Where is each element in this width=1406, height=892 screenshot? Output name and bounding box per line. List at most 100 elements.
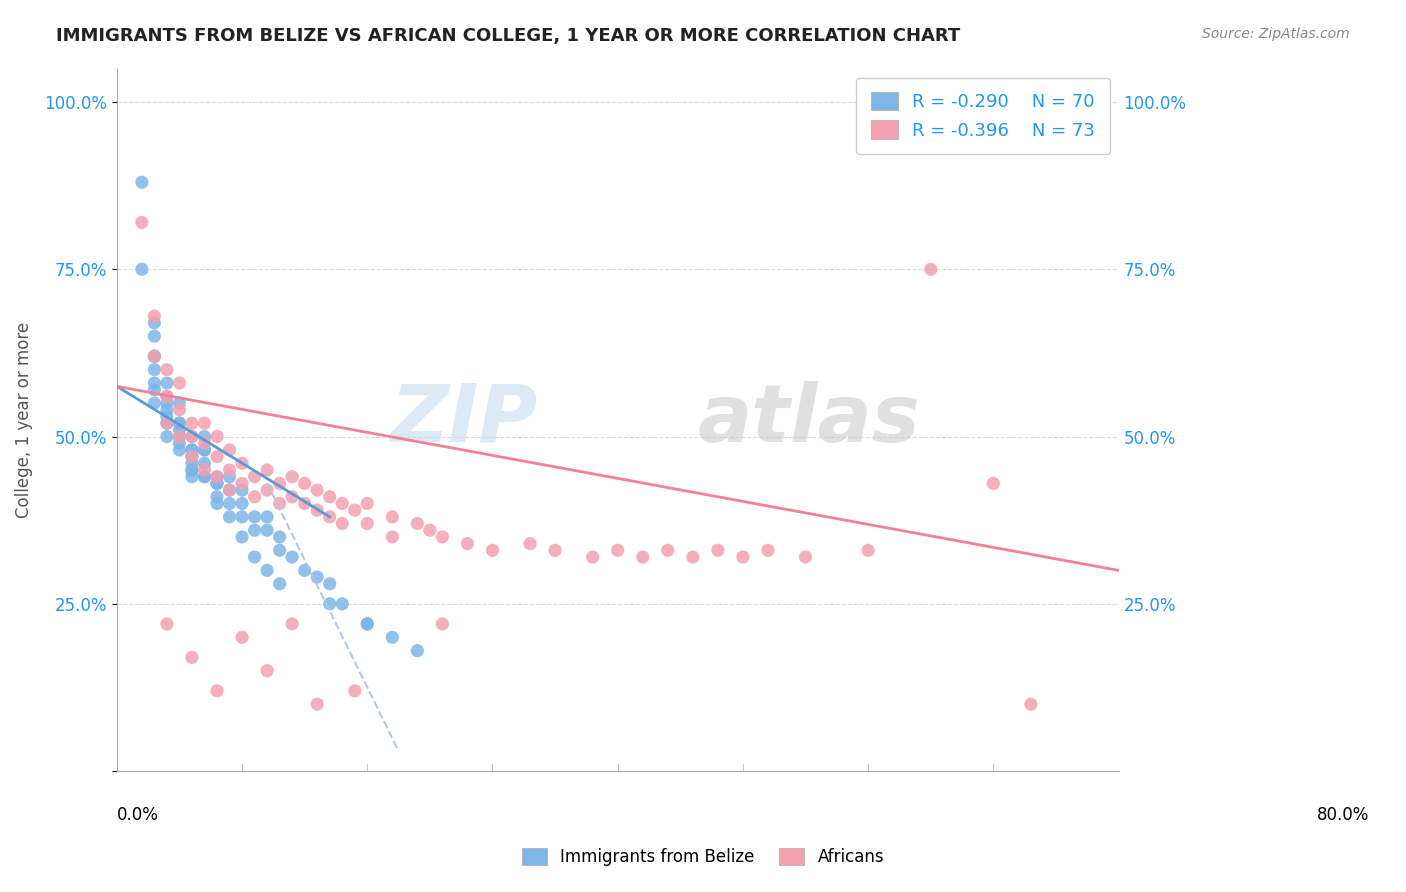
Point: [731, 549, 754, 564]
Text: atlas: atlas: [697, 381, 921, 458]
Point: [143, 383, 166, 397]
Point: [181, 450, 204, 464]
Point: [156, 396, 179, 410]
Point: [343, 683, 366, 698]
Text: 80.0%: 80.0%: [1316, 806, 1369, 824]
Point: [156, 389, 179, 403]
Point: [181, 429, 204, 443]
Point: [281, 616, 304, 631]
Point: [419, 523, 441, 537]
Point: [218, 483, 240, 497]
Point: [169, 442, 191, 457]
Point: [193, 469, 215, 483]
Point: [156, 409, 179, 424]
Point: [143, 349, 166, 363]
Point: [269, 476, 291, 491]
Point: [318, 509, 340, 524]
Point: [343, 503, 366, 517]
Point: [143, 329, 166, 343]
Point: [294, 496, 316, 510]
Point: [156, 376, 179, 390]
Point: [307, 697, 329, 711]
Point: [156, 416, 179, 430]
Point: [193, 442, 215, 457]
Legend: Immigrants from Belize, Africans: Immigrants from Belize, Africans: [513, 840, 893, 875]
Point: [143, 376, 166, 390]
Point: [330, 516, 353, 531]
Point: [218, 483, 240, 497]
Point: [281, 549, 304, 564]
Point: [181, 463, 204, 477]
Point: [143, 349, 166, 363]
Point: [181, 463, 204, 477]
Point: [193, 436, 215, 450]
Point: [544, 543, 567, 558]
Point: [256, 664, 278, 678]
Point: [205, 490, 228, 504]
Point: [243, 509, 266, 524]
Point: [307, 483, 329, 497]
Point: [218, 469, 240, 483]
Point: [181, 442, 204, 457]
Point: [181, 416, 204, 430]
Point: [205, 496, 228, 510]
Point: [256, 463, 278, 477]
Point: [169, 402, 191, 417]
Point: [1019, 697, 1042, 711]
Point: [406, 643, 429, 657]
Point: [856, 543, 879, 558]
Point: [193, 429, 215, 443]
Point: [582, 549, 605, 564]
Point: [218, 496, 240, 510]
Point: [193, 469, 215, 483]
Point: [381, 509, 404, 524]
Point: [281, 490, 304, 504]
Point: [606, 543, 628, 558]
Point: [318, 490, 340, 504]
Point: [131, 175, 153, 189]
Point: [169, 436, 191, 450]
Point: [131, 215, 153, 229]
Point: [657, 543, 679, 558]
Text: IMMIGRANTS FROM BELIZE VS AFRICAN COLLEGE, 1 YEAR OR MORE CORRELATION CHART: IMMIGRANTS FROM BELIZE VS AFRICAN COLLEG…: [56, 27, 960, 45]
Point: [193, 442, 215, 457]
Point: [330, 597, 353, 611]
Point: [131, 262, 153, 277]
Point: [519, 536, 541, 550]
Point: [318, 576, 340, 591]
Point: [432, 616, 454, 631]
Point: [143, 396, 166, 410]
Point: [256, 483, 278, 497]
Point: [318, 597, 340, 611]
Point: [920, 262, 942, 277]
Point: [181, 450, 204, 464]
Point: [156, 389, 179, 403]
Point: [243, 490, 266, 504]
Point: [356, 516, 378, 531]
Text: 0.0%: 0.0%: [117, 806, 159, 824]
Point: [169, 429, 191, 443]
Point: [181, 442, 204, 457]
Point: [631, 549, 654, 564]
Point: [205, 476, 228, 491]
Point: [181, 469, 204, 483]
Point: [256, 563, 278, 577]
Point: [356, 616, 378, 631]
Point: [330, 496, 353, 510]
Point: [205, 683, 228, 698]
Point: [294, 563, 316, 577]
Point: [218, 463, 240, 477]
Point: [181, 429, 204, 443]
Point: [707, 543, 730, 558]
Point: [231, 530, 253, 544]
Point: [794, 549, 817, 564]
Point: [143, 316, 166, 330]
Point: [406, 516, 429, 531]
Point: [156, 362, 179, 376]
Point: [169, 396, 191, 410]
Point: [269, 496, 291, 510]
Point: [281, 469, 304, 483]
Point: [381, 630, 404, 644]
Point: [169, 416, 191, 430]
Point: [432, 530, 454, 544]
